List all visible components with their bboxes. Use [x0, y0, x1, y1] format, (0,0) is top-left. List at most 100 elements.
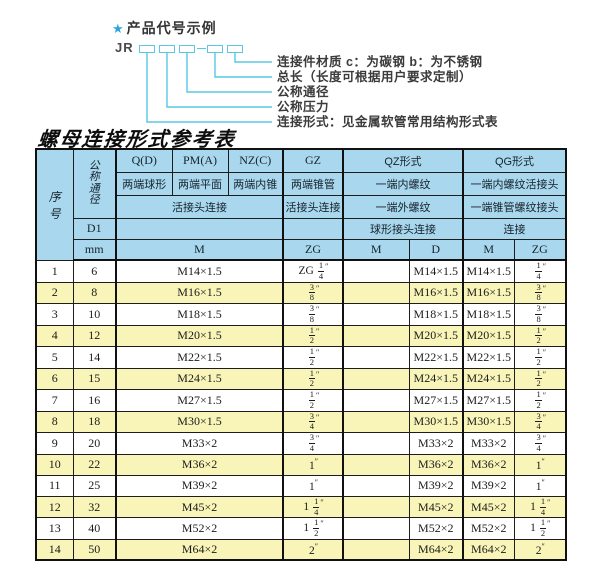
table-row: 7 16 M27×1.5 1 2 ″ M27×1.5 M27×1.5 1 2 ″ [35, 389, 567, 412]
header-ends-qz: 一端内螺纹 [342, 171, 464, 196]
cell-qg-m: M64×2 [462, 538, 515, 561]
cell-seq: 1 [35, 259, 74, 283]
cell-dn: 22 [72, 453, 117, 476]
header-form-pma: PM(A) [171, 148, 229, 173]
cell-seq: 14 [35, 538, 74, 561]
code-dash [197, 48, 206, 49]
cell-qz-m [342, 281, 410, 305]
cell-gz: 3 8 ″ [282, 281, 344, 305]
header-d1: D1 [72, 217, 117, 240]
cell-qz-m [342, 538, 410, 561]
header-unit-qg-m: M [462, 238, 515, 261]
cell-qz-d: M22×1.5 [408, 346, 464, 369]
header-ends-nzc: 两端内锥 [227, 171, 284, 196]
cell-qg-zg: 3 8 ″ [513, 303, 567, 326]
cell-seq: 6 [35, 367, 74, 391]
cell-qg-zg: 1 1 2 ″ [513, 517, 567, 540]
table-row: 3 10 M18×1.5 3 8 ″ M18×1.5 M18×1.5 3 8 ″ [35, 303, 567, 326]
cell-qg-m: M30×1.5 [462, 410, 515, 434]
table-row: 5 14 M22×1.5 1 2 ″ M22×1.5 M22×1.5 1 2 ″ [35, 346, 567, 369]
cell-thread-m: M36×2 [115, 453, 284, 476]
cell-qz-m [342, 517, 410, 540]
cell-qz-d: M33×2 [408, 432, 464, 455]
cell-dn: 50 [72, 538, 117, 561]
cell-qg-zg: 1″ [513, 474, 567, 497]
cell-dn: 25 [72, 474, 117, 497]
table-row: 9 20 M33×2 3 4 ″ M33×2 M33×2 3 4 ″ [35, 432, 567, 455]
cell-qg-m: M36×2 [462, 453, 515, 476]
header-conn-union: 活接头连接 [115, 194, 284, 219]
cell-qg-zg: 1 2 ″ [513, 324, 567, 348]
code-box-3 [179, 45, 195, 53]
cell-qz-d: M20×1.5 [408, 324, 464, 348]
header-conn2-qg: 连接 [462, 217, 567, 240]
cell-gz: 1″ [282, 474, 344, 497]
cell-dn: 20 [72, 432, 117, 455]
code-box-4 [207, 45, 223, 53]
cell-qg-zg: 1 4 ″ [513, 259, 567, 283]
star-icon: ★ [112, 21, 125, 36]
cell-qg-zg: 3 4 ″ [513, 410, 567, 434]
cell-seq: 10 [35, 453, 74, 476]
code-box-2 [159, 45, 175, 53]
callout-label-1: 连接件材质 c：为碳钢 b：为不锈钢 [277, 55, 483, 69]
table-row: 14 50 M64×2 2″ M64×2 M64×2 2″ [35, 538, 567, 561]
cell-thread-m: M52×2 [115, 517, 284, 540]
cell-qz-d: M36×2 [408, 453, 464, 476]
cell-seq: 11 [35, 474, 74, 497]
cell-thread-m: M18×1.5 [115, 303, 284, 326]
cell-gz: 1 2 ″ [282, 324, 344, 348]
cell-qz-d: M39×2 [408, 474, 464, 497]
cell-qg-zg: 1 2 ″ [513, 389, 567, 412]
cell-qz-m [342, 410, 410, 434]
header-mm: mm [72, 238, 117, 261]
header-conn-qg: 一端锥管螺纹接头 [462, 194, 567, 219]
cell-dn: 40 [72, 517, 117, 540]
cell-qg-zg: 2″ [513, 538, 567, 561]
cell-qg-m: M52×2 [462, 517, 515, 540]
cell-qz-m [342, 453, 410, 476]
cell-qg-m: M22×1.5 [462, 346, 515, 369]
cell-qz-m [342, 389, 410, 412]
cell-qg-zg: 1 2 ″ [513, 346, 567, 369]
table-row: 13 40 M52×2 1 1 2 ″ M52×2 M52×2 1 1 2 ″ [35, 517, 567, 540]
code-box-1 [139, 45, 155, 53]
header-conn-gz: 活接头连接 [282, 194, 344, 219]
header-conn2-qz: 球形接头连接 [342, 217, 464, 240]
cell-qz-m [342, 495, 410, 519]
cell-seq: 3 [35, 303, 74, 326]
header-unit-zg: ZG [282, 238, 344, 261]
cell-dn: 16 [72, 389, 117, 412]
header-form-qz: QZ形式 [342, 148, 464, 173]
cell-qg-m: M39×2 [462, 474, 515, 497]
cell-qg-zg: 3 8 ″ [513, 281, 567, 305]
header-form-qg: QG形式 [462, 148, 567, 173]
cell-qz-m [342, 303, 410, 326]
cell-dn: 32 [72, 495, 117, 519]
cell-thread-m: M14×1.5 [115, 259, 284, 283]
header-dn: 公 称 通 径 [72, 148, 117, 219]
header-form-nzc: NZ(C) [227, 148, 284, 173]
diagram-heading-text: 产品代号示例 [126, 20, 217, 36]
header-conn-qz: 一端外螺纹 [342, 194, 464, 219]
header-unit-qz-m: M [342, 238, 410, 261]
cell-qz-d: M16×1.5 [408, 281, 464, 305]
header-unit-qz-d: D [408, 238, 464, 261]
table-body: 1 6 M14×1.5 ZG 1 4 ″ M14×1.5 M14×1.5 1 4 ″ 2 8 M16×1.… [35, 259, 567, 561]
table-row: 8 18 M30×1.5 3 4 ″ M30×1.5 M30×1.5 3 4 ″ [35, 410, 567, 434]
cell-qz-d: M45×2 [408, 495, 464, 519]
header-ends-qg: 一端内螺纹活接头 [462, 171, 567, 196]
cell-dn: 14 [72, 346, 117, 369]
